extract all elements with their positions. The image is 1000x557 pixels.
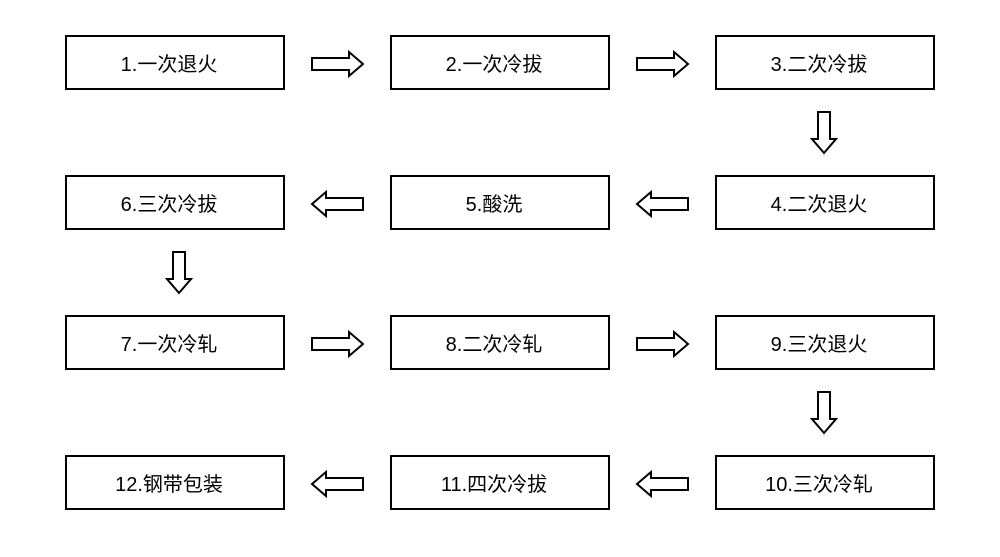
flow-arrow-n2-n3 bbox=[635, 50, 690, 78]
flow-arrow-n3-n4 bbox=[810, 110, 838, 155]
flow-arrow-n4-n5 bbox=[635, 190, 690, 218]
flow-node-label: 11.四次冷拔 bbox=[441, 468, 559, 497]
flow-node-n8: 8.二次冷轧 bbox=[390, 315, 610, 370]
flow-arrow-n7-n8 bbox=[310, 330, 365, 358]
flow-node-n11: 11.四次冷拔 bbox=[390, 455, 610, 510]
flow-arrow-n5-n6 bbox=[310, 190, 365, 218]
flow-node-label: 4.二次退火 bbox=[771, 188, 880, 217]
flow-arrow-n11-n12 bbox=[310, 470, 365, 498]
flow-arrow-n10-n11 bbox=[635, 470, 690, 498]
flow-node-label: 9.三次退火 bbox=[771, 328, 880, 357]
flow-node-label: 3.二次冷拔 bbox=[771, 48, 880, 77]
flow-node-n12: 12.钢带包装 bbox=[65, 455, 285, 510]
flow-node-n9: 9.三次退火 bbox=[715, 315, 935, 370]
flow-node-n2: 2.一次冷拔 bbox=[390, 35, 610, 90]
flow-node-label: 6.三次冷拔 bbox=[121, 188, 230, 217]
flow-arrow-n6-n7 bbox=[165, 250, 193, 295]
flow-node-label: 8.二次冷轧 bbox=[446, 328, 555, 357]
flow-node-label: 5.酸洗 bbox=[466, 188, 535, 217]
flow-node-n10: 10.三次冷轧 bbox=[715, 455, 935, 510]
flow-node-n7: 7.一次冷轧 bbox=[65, 315, 285, 370]
flow-arrow-n9-n10 bbox=[810, 390, 838, 435]
flow-node-label: 12.钢带包装 bbox=[115, 468, 235, 497]
flow-node-label: 10.三次冷轧 bbox=[765, 468, 885, 497]
flow-node-label: 7.一次冷轧 bbox=[121, 328, 230, 357]
flow-node-n4: 4.二次退火 bbox=[715, 175, 935, 230]
flow-node-n5: 5.酸洗 bbox=[390, 175, 610, 230]
flow-node-label: 1.一次退火 bbox=[121, 48, 230, 77]
flow-arrow-n1-n2 bbox=[310, 50, 365, 78]
flow-node-label: 2.一次冷拔 bbox=[446, 48, 555, 77]
flow-node-n6: 6.三次冷拔 bbox=[65, 175, 285, 230]
flow-arrow-n8-n9 bbox=[635, 330, 690, 358]
flow-node-n3: 3.二次冷拔 bbox=[715, 35, 935, 90]
flow-node-n1: 1.一次退火 bbox=[65, 35, 285, 90]
